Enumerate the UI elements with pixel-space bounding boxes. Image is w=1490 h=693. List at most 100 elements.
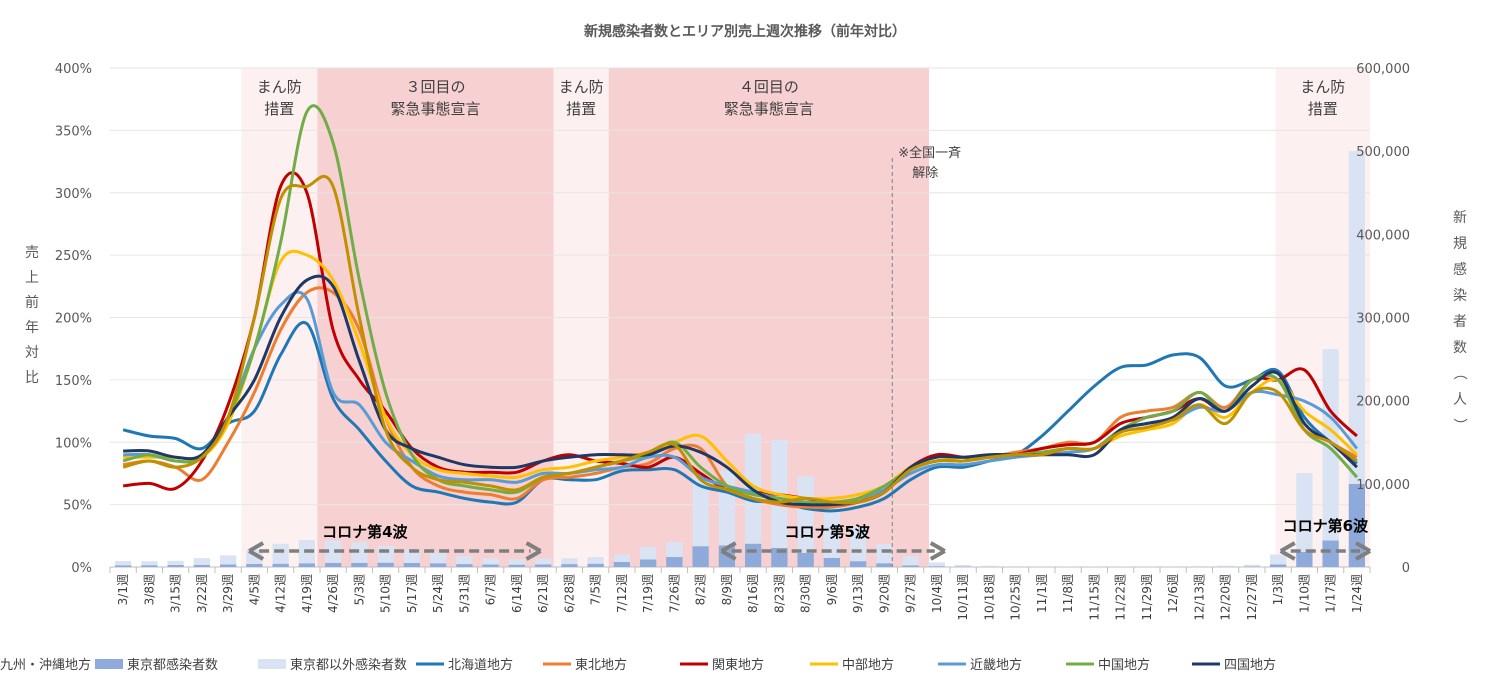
bar-non-tokyo xyxy=(456,555,473,565)
bar-tokyo xyxy=(508,564,526,567)
x-tick-label: 7/5週 xyxy=(589,574,603,605)
bar-tokyo xyxy=(1269,564,1287,567)
bar-tokyo xyxy=(272,563,289,567)
wave-arrow-head xyxy=(929,541,946,561)
legend-label: 東北地方 xyxy=(575,657,627,673)
bar-tokyo xyxy=(534,564,552,567)
legend-label: 関東地方 xyxy=(712,657,764,673)
x-tick-label: 6/21週 xyxy=(536,574,550,613)
bar-non-tokyo xyxy=(272,543,289,564)
y-right-axis-label: 染 xyxy=(1453,288,1467,304)
x-tick-label: 4/5週 xyxy=(247,574,261,605)
bar-non-tokyo xyxy=(823,506,841,558)
x-tick-label: 5/17週 xyxy=(405,574,419,613)
legend-label: 東京都以外感染者数 xyxy=(290,657,407,673)
y-left-tick-label: 300% xyxy=(55,187,92,202)
bar-tokyo xyxy=(744,543,762,567)
y-left-axis-label: 売 xyxy=(25,245,39,261)
period-label: 措置 xyxy=(1308,100,1338,118)
y-right-tick-label: 500,000 xyxy=(1356,145,1410,160)
x-tick-label: 9/13週 xyxy=(851,574,865,613)
bar-tokyo xyxy=(561,564,578,567)
bar-non-tokyo xyxy=(1033,566,1051,567)
x-tick-label: 3/15週 xyxy=(169,574,183,613)
bar-tokyo xyxy=(797,552,814,567)
y-left-tick-label: 400% xyxy=(55,62,92,77)
x-tick-label: 8/23週 xyxy=(772,574,786,613)
x-tick-label: 8/30週 xyxy=(799,574,813,613)
x-tick-label: 10/25週 xyxy=(1009,574,1023,621)
bar-non-tokyo xyxy=(193,558,211,565)
x-tick-label: 3/8週 xyxy=(142,574,156,605)
bar-non-tokyo xyxy=(141,561,158,566)
bar-non-tokyo xyxy=(114,561,132,566)
x-tick-label: 12/13週 xyxy=(1192,574,1206,621)
x-tick-label: 5/3週 xyxy=(352,574,366,605)
y-left-tick-label: 350% xyxy=(55,124,92,139)
x-tick-label: 4/19週 xyxy=(300,574,314,613)
x-tick-label: 11/8週 xyxy=(1061,574,1075,613)
legend: 東京都感染者数 東京都以外感染者数 北海道地方 東北地方 関東地方 中部地方 近畿地方 中国地… xyxy=(0,657,1276,673)
legend-swatch xyxy=(258,659,286,669)
bar-non-tokyo xyxy=(1164,566,1182,567)
x-tick-label: 7/12週 xyxy=(615,574,629,613)
bar-tokyo xyxy=(587,563,604,567)
chart-title: 新規感染者数とエリア別売上週次推移（前年対比） xyxy=(584,23,906,40)
x-tick-label: 11/1週 xyxy=(1035,574,1049,613)
x-tick-label: 8/9週 xyxy=(720,574,734,605)
x-tick-label: 12/27週 xyxy=(1245,574,1259,621)
x-tick-label: 9/6週 xyxy=(825,574,839,605)
y-right-axis-label: 者 xyxy=(1453,314,1467,330)
bar-non-tokyo xyxy=(561,558,578,565)
x-tick-label: 6/28週 xyxy=(562,574,576,613)
y-right-axis-label: （ xyxy=(1451,366,1467,380)
x-tick-label: 3/22週 xyxy=(195,574,209,613)
x-tick-label: 5/31週 xyxy=(457,574,471,613)
bar-tokyo xyxy=(298,563,316,567)
x-tick-label: 6/7週 xyxy=(484,574,498,605)
y-right-tick-label: 600,000 xyxy=(1356,62,1410,77)
y-right-axis-label: 規 xyxy=(1453,236,1467,252)
y-right-tick-label: 300,000 xyxy=(1356,312,1410,327)
bar-non-tokyo xyxy=(954,564,972,567)
x-tick-label: 11/15週 xyxy=(1087,574,1101,621)
bar-non-tokyo xyxy=(797,476,814,553)
bar-non-tokyo xyxy=(639,547,657,560)
bar-non-tokyo xyxy=(876,544,893,564)
x-tick-label: 11/29週 xyxy=(1140,574,1154,621)
x-tick-label: 10/11週 xyxy=(956,574,970,621)
period-label: まん防 xyxy=(559,78,604,96)
legend-label: 四国地方 xyxy=(1224,657,1276,673)
bar-non-tokyo xyxy=(482,558,499,565)
line-九州・沖縄地方 xyxy=(122,174,1358,505)
y-right-tick-label: 0 xyxy=(1402,561,1410,576)
bar-non-tokyo xyxy=(377,546,394,563)
bar-non-tokyo xyxy=(1059,566,1077,567)
y-left-axis-label: 上 xyxy=(25,270,39,286)
bar-non-tokyo xyxy=(1191,565,1208,567)
legend-label: 中国地方 xyxy=(1098,657,1150,673)
period-label: 措置 xyxy=(566,100,596,118)
x-tick-label: 9/20週 xyxy=(877,574,891,613)
legend-label: 東京都感染者数 xyxy=(127,657,218,673)
y-right-axis-label: ） xyxy=(1451,418,1467,432)
bar-tokyo xyxy=(219,564,237,567)
x-tick-label: 11/22週 xyxy=(1114,574,1128,621)
y-right-axis-label: 人 xyxy=(1453,392,1467,408)
y-left-tick-label: 200% xyxy=(55,312,92,327)
legend-label: 九州・沖縄地方 xyxy=(0,657,91,673)
bar-tokyo xyxy=(902,565,919,567)
bar-tokyo xyxy=(692,546,709,567)
bar-non-tokyo xyxy=(928,562,946,567)
period-label: 緊急事態宣言 xyxy=(724,100,814,118)
wave-arrow-head xyxy=(248,541,265,561)
y-right-tick-label: 100,000 xyxy=(1356,478,1410,493)
bar-tokyo xyxy=(639,559,657,567)
bar-tokyo xyxy=(246,563,263,567)
x-tick-label: 4/26週 xyxy=(326,574,340,613)
bar-tokyo xyxy=(1296,552,1313,567)
bar-tokyo xyxy=(666,557,683,567)
period-label: ４回目の xyxy=(739,78,799,96)
bar-non-tokyo xyxy=(351,542,368,563)
bar-non-tokyo xyxy=(403,549,421,564)
